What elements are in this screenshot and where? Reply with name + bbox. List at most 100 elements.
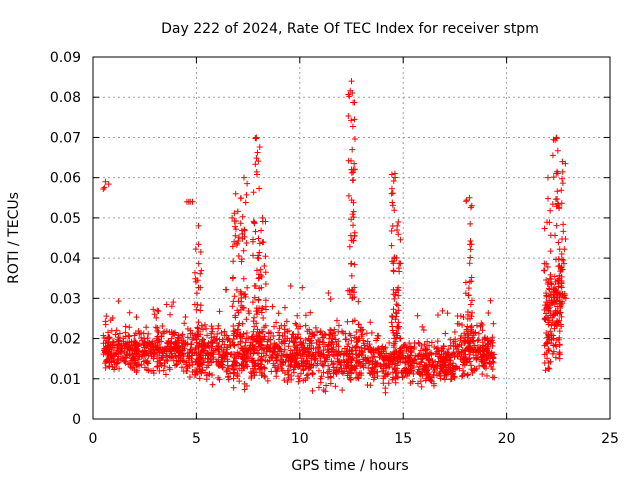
data-point [427,376,434,383]
data-point [258,284,265,291]
data-point [327,373,334,380]
data-point [461,362,468,369]
data-point [389,361,396,368]
data-point [122,323,129,330]
data-point [551,273,558,280]
data-point [468,241,475,248]
data-point [225,373,232,380]
data-point [215,356,222,363]
data-point [294,363,301,370]
data-point [290,366,297,373]
data-point [354,338,361,345]
data-point [220,347,227,354]
data-point [337,351,344,358]
data-point [232,190,239,197]
data-point [441,372,448,379]
data-point [556,272,563,279]
data-point [431,343,438,350]
data-point [105,181,112,188]
data-point [541,342,548,349]
data-point [203,325,210,332]
data-point [468,297,475,304]
y-tick-label: 0.01 [50,372,81,388]
data-point [262,373,269,380]
data-point [442,357,449,364]
data-point [159,322,166,329]
data-point [326,366,333,373]
data-point [350,99,357,106]
data-point [428,339,435,346]
data-point [552,278,559,285]
data-point [270,323,277,330]
data-point [559,175,566,182]
data-point [297,342,304,349]
data-point [115,334,122,341]
data-point [346,243,353,250]
data-point [193,368,200,375]
data-point [275,329,282,336]
data-point [349,89,356,96]
data-point [553,134,560,141]
data-point [428,349,435,356]
y-axis-label: ROTI / TECUs [6,192,22,284]
data-point [229,339,236,346]
data-point [558,284,565,291]
data-point [208,344,215,351]
data-point [139,348,146,355]
data-point [189,361,196,368]
data-point [360,337,367,344]
data-point [396,335,403,342]
data-point [332,336,339,343]
data-point [209,339,216,346]
data-point [293,359,300,366]
data-point [278,348,285,355]
data-point [251,294,258,301]
data-point [293,355,300,362]
data-point [129,357,136,364]
data-point [431,382,437,389]
data-point [387,351,394,358]
data-point [347,332,354,339]
data-point [243,383,250,390]
data-point [550,286,557,293]
data-point [379,368,386,375]
data-point [474,354,481,361]
data-point [253,168,260,175]
data-point [131,346,138,353]
data-point [207,349,214,356]
data-point [251,349,258,356]
data-point [457,313,464,320]
data-point [348,117,355,124]
data-point [135,327,142,334]
data-point [231,358,238,365]
data-point [254,149,261,156]
data-point [468,202,475,209]
data-point [177,345,184,352]
data-point [328,339,335,346]
data-point [550,332,557,339]
data-point [173,361,180,368]
data-point [295,325,302,332]
data-point [172,329,179,336]
data-point [394,374,401,381]
data-point [408,362,415,369]
data-point [251,314,258,321]
data-point [489,358,496,365]
data-point [244,180,251,187]
data-point [256,185,263,192]
data-point [239,213,246,220]
data-point [373,360,380,367]
data-point [285,343,292,350]
data-point [230,369,237,376]
data-point [293,347,300,354]
data-point [295,363,302,370]
data-point [381,353,388,360]
data-point [333,341,340,348]
data-point [239,335,246,342]
data-point [403,344,410,351]
data-point [442,362,449,369]
data-point [485,309,492,316]
data-point [118,349,125,356]
data-point [322,332,329,339]
data-point [230,298,237,305]
